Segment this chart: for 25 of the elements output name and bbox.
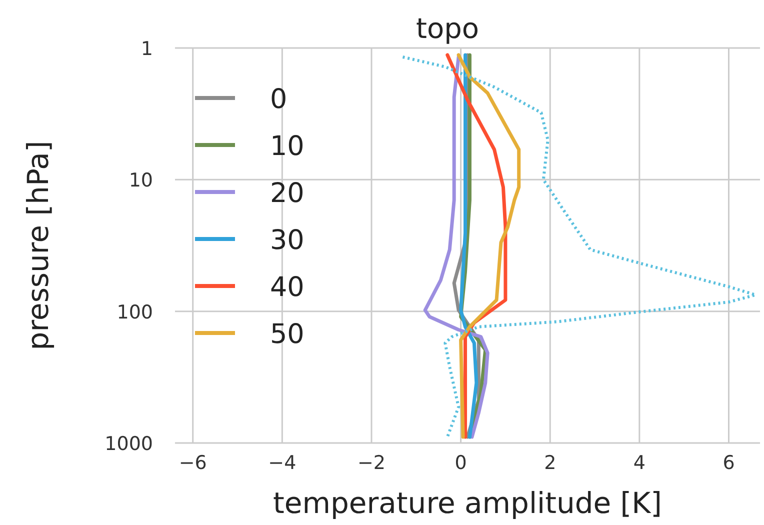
line-series bbox=[456, 53, 521, 439]
line-series bbox=[401, 55, 758, 438]
line-series bbox=[459, 53, 478, 439]
x-tick-label: 4 bbox=[633, 452, 646, 474]
legend-label: 20 bbox=[270, 178, 304, 209]
x-tick-label: −4 bbox=[268, 452, 296, 474]
legend-label: 40 bbox=[270, 272, 304, 303]
legend-label: 50 bbox=[270, 319, 304, 350]
legend-label: 10 bbox=[270, 131, 304, 162]
y-tick-label: 1 bbox=[140, 38, 153, 60]
x-tick-label: 0 bbox=[454, 452, 467, 474]
chart-title: topo bbox=[416, 12, 480, 45]
legend-label: 0 bbox=[270, 84, 288, 115]
x-tick-label: 2 bbox=[544, 452, 556, 474]
y-axis-title: pressure [hPa] bbox=[21, 140, 55, 350]
y-tick-label: 1000 bbox=[104, 433, 153, 455]
y-tick-label: 100 bbox=[116, 301, 153, 324]
x-tick-label: −2 bbox=[357, 452, 386, 474]
x-tick-label: 6 bbox=[722, 452, 735, 474]
x-tick-label: −6 bbox=[178, 452, 207, 474]
x-axis-title: temperature amplitude [K] bbox=[273, 486, 662, 520]
line-series bbox=[423, 55, 490, 439]
line-series bbox=[446, 53, 508, 439]
y-tick-label: 10 bbox=[128, 170, 153, 192]
legend-label: 30 bbox=[270, 225, 304, 256]
